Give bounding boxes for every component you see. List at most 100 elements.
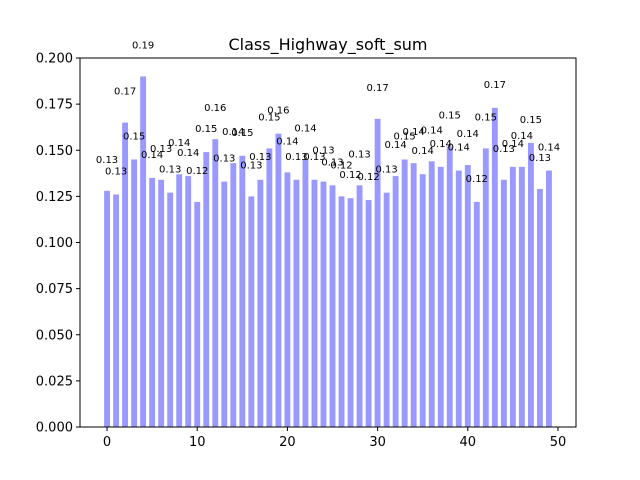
bar (401, 159, 408, 427)
bar (392, 176, 399, 427)
data-label: 0.13 (105, 167, 127, 178)
bar (230, 163, 237, 428)
data-label: 0.13 (159, 165, 181, 176)
data-label: 0.13 (321, 157, 343, 168)
data-label: 0.13 (493, 144, 515, 155)
bar (410, 163, 417, 428)
data-label: 0.12 (357, 172, 379, 183)
bar (113, 194, 120, 427)
bar (365, 200, 372, 427)
y-tick-label: 0.050 (36, 328, 73, 343)
y-tick-label: 0.200 (36, 52, 73, 67)
bar (293, 179, 300, 427)
bar (455, 170, 462, 428)
bar (419, 174, 426, 427)
bar (546, 170, 552, 428)
data-label: 0.15 (475, 112, 497, 123)
bar (536, 188, 543, 427)
data-label: 0.17 (484, 80, 506, 91)
bar (518, 166, 525, 428)
data-label: 0.13 (312, 146, 334, 157)
bar (239, 155, 246, 427)
data-label: 0.14 (385, 140, 407, 151)
data-labels-group: 0.130.130.170.150.190.140.130.130.140.14… (96, 40, 560, 184)
bar (446, 146, 453, 427)
bar (464, 165, 471, 427)
bar (158, 179, 165, 427)
data-label: 0.14 (538, 143, 560, 154)
data-label: 0.14 (222, 127, 244, 138)
bar (428, 161, 435, 427)
data-label: 0.14 (177, 148, 199, 159)
bar (257, 179, 264, 427)
data-label: 0.15 (520, 115, 542, 126)
bar (284, 172, 291, 427)
bar (311, 179, 318, 427)
bar (248, 196, 255, 427)
bar (383, 192, 390, 427)
bar (329, 185, 336, 427)
data-label: 0.17 (366, 83, 388, 94)
data-label: 0.14 (294, 123, 316, 134)
bar (302, 159, 309, 427)
bar (482, 148, 489, 427)
bar (527, 142, 534, 427)
bars-group (104, 76, 552, 428)
data-label: 0.15 (195, 124, 217, 135)
data-label: 0.13 (303, 152, 325, 163)
bar (167, 192, 174, 427)
bar (131, 159, 138, 427)
data-label: 0.13 (150, 144, 172, 155)
bar (221, 181, 228, 427)
data-label: 0.15 (439, 111, 461, 122)
data-label: 0.13 (249, 152, 271, 163)
data-label: 0.19 (132, 40, 154, 51)
bar (212, 139, 219, 427)
data-label: 0.13 (348, 149, 370, 160)
data-label: 0.13 (285, 152, 307, 163)
x-tick-label: 10 (189, 435, 206, 450)
data-label: 0.12 (186, 166, 208, 177)
bar (266, 148, 273, 427)
bar (275, 133, 282, 427)
data-label: 0.14 (421, 125, 443, 136)
y-tick-label: 0.075 (36, 282, 73, 297)
data-label: 0.12 (330, 160, 352, 171)
bar (122, 122, 129, 427)
bar (149, 177, 156, 427)
y-tick-label: 0.150 (36, 144, 73, 159)
x-tick-label: 20 (279, 435, 296, 450)
bar (338, 196, 345, 427)
data-label: 0.14 (457, 129, 479, 140)
data-label: 0.14 (403, 127, 425, 138)
data-label: 0.15 (258, 112, 280, 123)
axes-group: 0 10 20 30 40 50 0.000 0.025 0.050 0.075 0.100 0.12… (36, 52, 577, 450)
y-tick-label: 0.025 (36, 374, 73, 389)
data-label: 0.13 (240, 160, 262, 171)
y-tick-label: 0.100 (36, 236, 73, 251)
bar (194, 201, 201, 427)
x-tick-label: 40 (460, 435, 477, 450)
bar (347, 198, 354, 427)
data-label: 0.14 (448, 143, 470, 154)
chart-title: Class_Highway_soft_sum (228, 35, 427, 55)
y-tick-label: 0.175 (36, 98, 73, 113)
data-label: 0.13 (96, 155, 118, 166)
bar (509, 166, 516, 428)
data-label: 0.14 (168, 138, 190, 149)
data-label: 0.12 (339, 170, 361, 181)
bar (140, 76, 147, 427)
bar (491, 107, 498, 427)
data-label: 0.16 (267, 106, 289, 117)
data-label: 0.14 (141, 150, 163, 161)
data-label: 0.14 (430, 139, 452, 150)
data-label: 0.14 (412, 146, 434, 157)
data-label: 0.14 (276, 136, 298, 147)
data-label: 0.15 (394, 131, 416, 142)
data-label: 0.17 (114, 87, 136, 98)
bar (437, 166, 444, 428)
data-label: 0.15 (123, 131, 145, 142)
bar (185, 176, 192, 427)
data-label: 0.13 (375, 165, 397, 176)
